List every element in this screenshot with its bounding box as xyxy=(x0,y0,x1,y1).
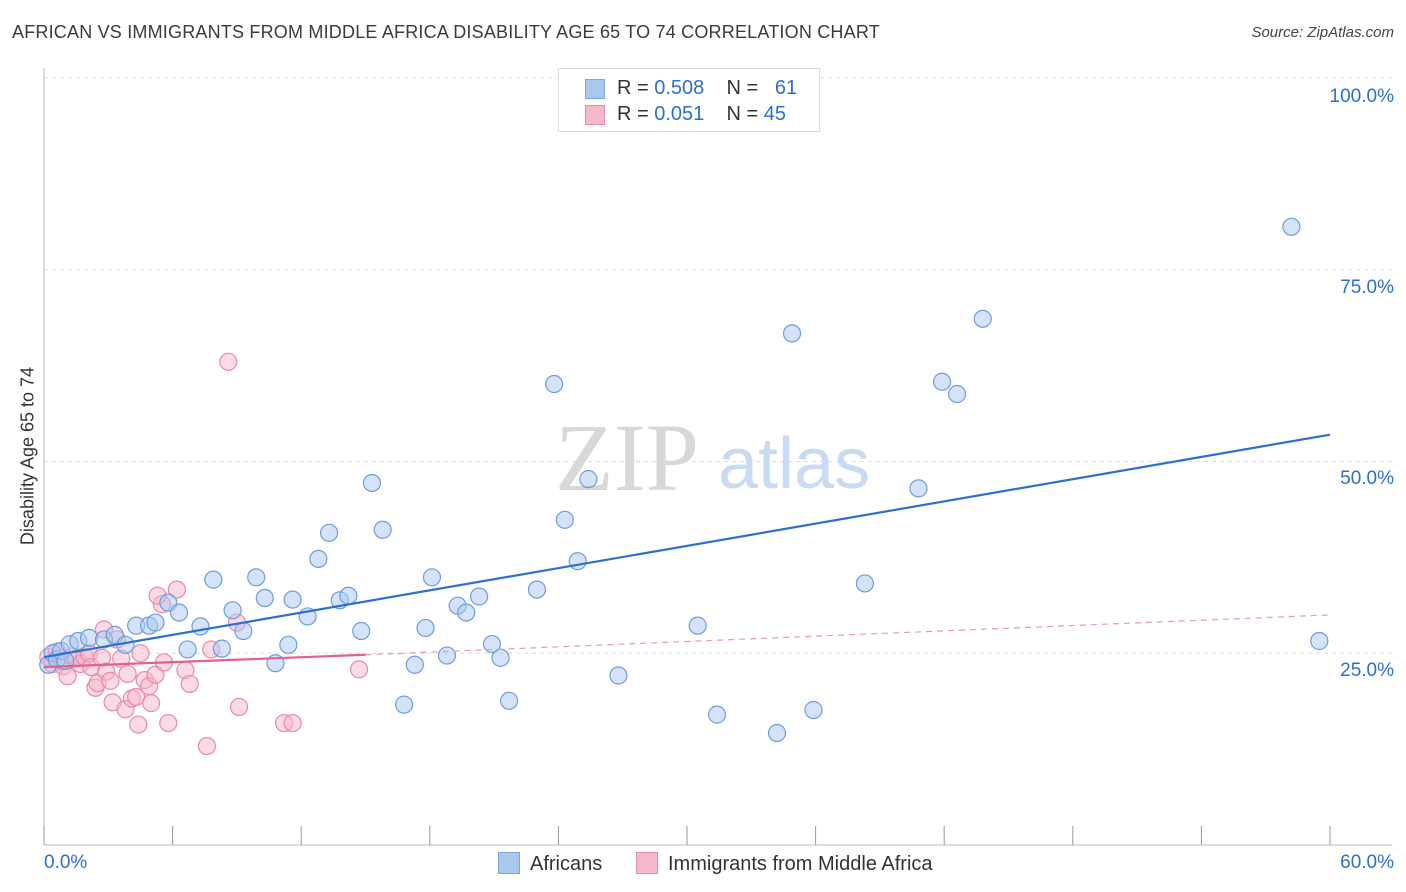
immigrants-point-33 xyxy=(159,713,178,733)
africans-point-15 xyxy=(169,603,189,622)
legend-n-value: 61 xyxy=(774,77,798,99)
grid-layer xyxy=(44,77,1392,654)
immigrants-point-5 xyxy=(58,667,77,686)
immigrants-point-30 xyxy=(146,665,165,684)
africans-point-13 xyxy=(146,613,165,632)
africans-point-7 xyxy=(79,628,99,648)
africans-points-layer xyxy=(39,217,1329,743)
africans-point-49 xyxy=(568,552,587,571)
immigrants-point-35 xyxy=(167,580,186,599)
africans-point-53 xyxy=(707,705,727,724)
africans-point-22 xyxy=(247,568,266,587)
bottom-legend-label-africans: Africans xyxy=(530,853,603,875)
y-tick-50: 50.0% xyxy=(1340,468,1394,489)
x-axis-max-label: 60.0% xyxy=(1340,852,1394,873)
africans-point-21 xyxy=(234,621,253,641)
immigrants-point-45 xyxy=(349,660,369,679)
africans-point-20 xyxy=(223,601,242,620)
africans-point-55 xyxy=(782,324,802,343)
africans-point-42 xyxy=(469,587,489,606)
africans-point-26 xyxy=(283,590,302,609)
africans-point-25 xyxy=(279,635,298,654)
africans-point-31 xyxy=(339,586,358,605)
legend-n-label: N = xyxy=(726,77,759,99)
immigrants-point-17 xyxy=(101,671,120,690)
africans-point-16 xyxy=(178,640,197,659)
africans-point-51 xyxy=(609,666,628,685)
africans-trend-line xyxy=(43,433,1331,659)
africans-point-47 xyxy=(545,374,564,394)
africans-point-61 xyxy=(973,309,992,328)
africans-point-35 xyxy=(394,695,414,714)
y-axis-label: Disability Age 65 to 74 xyxy=(17,366,38,546)
africans-point-63 xyxy=(1310,631,1329,651)
bottom-legend-immigrants: Immigrants from Middle Africa xyxy=(636,852,933,876)
immigrants-point-40 xyxy=(219,352,238,371)
africans-point-56 xyxy=(804,700,823,720)
africans-point-48 xyxy=(555,510,574,529)
legend-r-label: R = xyxy=(617,77,649,99)
immigrants-point-29 xyxy=(142,694,161,713)
africans-point-50 xyxy=(579,470,598,489)
trend-layer xyxy=(43,433,1331,669)
africans-point-52 xyxy=(688,616,707,635)
legend-n-label: N = xyxy=(726,103,759,125)
africans-point-17 xyxy=(191,617,210,636)
immigrants-point-26 xyxy=(131,644,150,663)
legend-n-value: 45 xyxy=(763,103,787,125)
immigrants-point-38 xyxy=(197,736,216,756)
chart-title: AFRICAN VS IMMIGRANTS FROM MIDDLE AFRICA… xyxy=(12,22,880,42)
africans-point-19 xyxy=(212,639,231,658)
watermark: ZIP atlas xyxy=(555,404,870,511)
immigrants-point-25 xyxy=(129,715,148,734)
africans-point-23 xyxy=(255,588,274,608)
immigrants-point-44 xyxy=(283,713,302,733)
watermark-atlas: atlas xyxy=(718,424,870,504)
africans-point-36 xyxy=(405,655,424,674)
immigrants-point-37 xyxy=(180,674,199,694)
y-tick-75: 75.0% xyxy=(1340,277,1394,298)
bottom-legend-swatch-immigrants xyxy=(636,852,658,874)
africans-point-59 xyxy=(932,372,952,391)
bottom-legend-label-immigrants: Immigrants from Middle Africa xyxy=(668,853,933,875)
africans-point-57 xyxy=(855,574,874,593)
africans-point-29 xyxy=(319,523,339,542)
africans-point-43 xyxy=(482,634,502,654)
immigrants-trend-line xyxy=(43,653,366,669)
immigrants-point-22 xyxy=(118,664,137,684)
watermark-zip: ZIP xyxy=(555,404,699,511)
africans-point-33 xyxy=(362,473,382,493)
x-axis-min-label: 0.0% xyxy=(44,852,88,873)
africans-point-39 xyxy=(437,646,457,665)
africans-point-28 xyxy=(309,549,328,569)
africans-point-34 xyxy=(373,520,392,539)
immigrants-point-42 xyxy=(229,697,249,717)
africans-point-18 xyxy=(204,570,223,589)
africans-point-37 xyxy=(416,618,435,638)
africans-point-62 xyxy=(1282,217,1301,236)
bottom-legend-africans: Africans xyxy=(498,852,602,876)
africans-point-41 xyxy=(457,603,476,622)
stats-legend: R = 0.508 N = 61 R = 0.051 N = 45 xyxy=(558,68,820,132)
africans-point-60 xyxy=(947,384,967,404)
bottom-legend-swatch-africans xyxy=(498,852,520,874)
immigrants-trend-extension xyxy=(365,614,1331,656)
africans-point-58 xyxy=(909,479,928,498)
legend-r-value: 0.051 xyxy=(654,103,705,125)
africans-point-54 xyxy=(767,723,787,743)
legend-swatch-africans xyxy=(585,79,605,99)
y-tick-100: 100.0% xyxy=(1329,86,1394,107)
y-tick-25: 25.0% xyxy=(1340,660,1394,681)
africans-point-32 xyxy=(352,621,371,641)
africans-point-38 xyxy=(422,568,442,587)
axis-layer xyxy=(43,68,1392,846)
africans-point-46 xyxy=(527,580,547,599)
legend-r-value: 0.508 xyxy=(654,77,705,99)
source-label: Source: ZipAtlas.com xyxy=(1251,24,1394,41)
africans-point-44 xyxy=(491,648,510,667)
africans-point-45 xyxy=(500,691,519,710)
legend-r-label: R = xyxy=(617,103,649,125)
legend-swatch-immigrants xyxy=(585,105,605,125)
